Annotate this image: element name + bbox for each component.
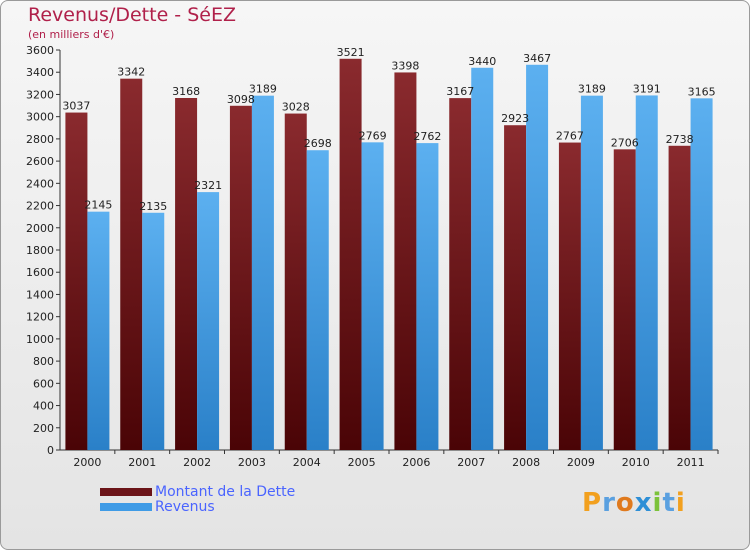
y-tick-label: 1000	[26, 333, 54, 346]
x-tick-label: 2011	[677, 456, 705, 469]
data-label: 3189	[578, 83, 606, 96]
data-label: 2135	[139, 200, 167, 213]
x-tick-label: 2003	[238, 456, 266, 469]
y-tick-label: 2800	[26, 133, 54, 146]
y-tick-label: 2000	[26, 222, 54, 235]
legend-label-revenus: Revenus	[155, 499, 215, 515]
data-label: 3191	[633, 82, 661, 95]
x-tick-label: 2000	[73, 456, 101, 469]
x-tick-label: 2001	[128, 456, 156, 469]
data-label: 3342	[117, 66, 145, 79]
data-label: 2145	[84, 199, 112, 212]
data-label: 3189	[249, 83, 277, 96]
bar-revenus	[306, 150, 329, 450]
bar-revenus	[635, 95, 658, 450]
bar-dette	[449, 98, 472, 450]
data-label: 2321	[194, 179, 222, 192]
bar-dette	[558, 142, 581, 451]
data-label: 3028	[282, 101, 310, 114]
x-tick-label: 2005	[348, 456, 376, 469]
bar-revenus	[251, 95, 274, 451]
y-tick-label: 3400	[26, 66, 54, 79]
chart-subtitle: (en milliers d'€)	[28, 28, 115, 41]
legend-label-dette: Montant de la Dette	[155, 484, 296, 500]
proxiti-logo: Proxiti	[582, 488, 686, 518]
legend-swatch-dette	[100, 488, 152, 496]
data-label: 3467	[523, 52, 551, 65]
bar-dette	[613, 149, 636, 451]
data-label: 3168	[172, 85, 200, 98]
y-tick-label: 1200	[26, 311, 54, 324]
bar-dette	[668, 145, 691, 450]
y-tick-label: 1600	[26, 266, 54, 279]
bars-layer	[65, 58, 713, 451]
bar-dette	[120, 78, 143, 451]
y-tick-label: 600	[33, 377, 54, 390]
data-label: 2698	[304, 137, 332, 150]
data-label: 2762	[413, 130, 441, 143]
labels-layer: 3037 3342 3168 3098 3028 3521 3398 3167 2923 2767…	[62, 46, 715, 213]
y-tick-label: 2600	[26, 155, 54, 168]
x-tick-label: 2010	[622, 456, 650, 469]
data-label: 2767	[556, 130, 584, 143]
x-tick-label: 2004	[293, 456, 321, 469]
bar-revenus	[197, 192, 220, 450]
x-tick-label: 2006	[402, 456, 430, 469]
data-label: 3398	[391, 59, 419, 72]
y-tick-label: 3000	[26, 111, 54, 124]
data-label: 3165	[688, 85, 716, 98]
chart-title: Revenus/Dette - SéEZ	[28, 4, 236, 26]
data-label: 3037	[62, 100, 90, 113]
bar-revenus	[471, 67, 494, 451]
x-tick-label: 2002	[183, 456, 211, 469]
legend-swatch-revenus	[100, 503, 152, 511]
data-label: 3440	[468, 55, 496, 68]
y-tick-label: 1800	[26, 244, 54, 257]
data-label: 3167	[446, 85, 474, 98]
data-label: 3098	[227, 93, 255, 106]
y-tick-label: 2400	[26, 177, 54, 190]
data-label: 2769	[359, 129, 387, 142]
bar-dette	[229, 105, 252, 451]
bar-dette	[65, 112, 88, 451]
data-label: 2738	[666, 133, 694, 146]
bar-revenus	[416, 143, 439, 450]
data-label: 2923	[501, 112, 529, 125]
y-tick-label: 200	[33, 422, 54, 435]
y-tick-label: 1400	[26, 288, 54, 301]
bar-revenus	[526, 64, 549, 451]
y-tick-label: 3200	[26, 88, 54, 101]
x-tick-label: 2007	[457, 456, 485, 469]
bar-revenus	[87, 211, 110, 450]
data-label: 2706	[611, 136, 639, 149]
data-label: 3521	[337, 46, 365, 59]
y-tick-label: 400	[33, 400, 54, 413]
chart-axes: 0 200 400 600 800 1000 1200 1400 1600 1800 2000 220…	[26, 44, 719, 469]
bar-dette	[175, 98, 198, 450]
y-tick-label: 800	[33, 355, 54, 368]
bar-revenus	[361, 142, 384, 451]
bar-dette	[394, 72, 417, 450]
y-tick-label: 0	[47, 444, 54, 457]
bar-revenus	[580, 95, 603, 451]
bar-dette	[284, 113, 307, 451]
y-tick-label: 3600	[26, 44, 54, 57]
bar-revenus	[690, 98, 713, 450]
bar-dette	[504, 125, 527, 450]
bar-revenus	[142, 212, 165, 450]
x-tick-label: 2008	[512, 456, 540, 469]
x-tick-label: 2009	[567, 456, 595, 469]
bar-dette	[339, 58, 362, 451]
y-tick-label: 2200	[26, 200, 54, 213]
